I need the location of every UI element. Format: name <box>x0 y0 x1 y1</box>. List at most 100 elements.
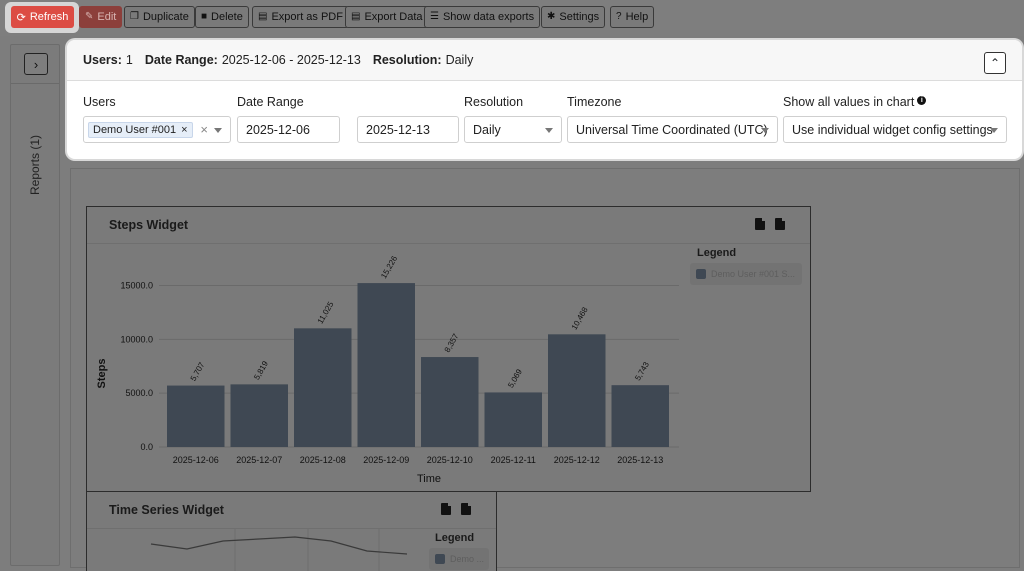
bar[interactable] <box>548 334 606 447</box>
users-select[interactable]: Demo User #001 × × <box>83 116 231 143</box>
file-download-icon: ▤ <box>258 11 268 22</box>
data-label: 15,226 <box>379 254 399 280</box>
range-summary-label: Date Range: <box>144 53 218 67</box>
show-all-value: Use individual widget config settings <box>792 122 993 137</box>
remove-chip-icon[interactable]: × <box>181 123 188 136</box>
data-label: 8,357 <box>443 332 461 354</box>
export-pdf-icon[interactable] <box>755 218 765 230</box>
filter-summary: Users: 1 Date Range: 2025-12-06 - 2025-12-… <box>67 40 1022 81</box>
resolution-select[interactable]: Daily <box>464 116 562 143</box>
user-chip: Demo User #001 × <box>88 121 193 138</box>
expand-sidebar-button[interactable]: › <box>24 53 48 75</box>
resolution-summary-label: Resolution: <box>372 53 442 67</box>
users-summary-value: 1 <box>125 53 133 67</box>
reports-count-label[interactable]: Reports (1) <box>28 134 42 196</box>
x-tick-label: 2025-12-10 <box>427 455 473 465</box>
refresh-icon: ⟳ <box>16 11 26 24</box>
export-data-button[interactable]: ▤ Export Data <box>345 6 429 28</box>
legend-item[interactable]: Demo ... <box>429 548 489 570</box>
time-series-widget: Time Series Widget Legend Demo ... <box>86 491 497 571</box>
x-tick-label: 2025-12-12 <box>554 455 600 465</box>
data-label: 10,468 <box>570 305 590 331</box>
legend-item-label: Demo ... <box>450 554 485 564</box>
legend-item[interactable]: Demo User #001 S... <box>690 263 802 285</box>
resolution-summary: Resolution: Daily <box>373 53 474 67</box>
data-label: 5,743 <box>633 360 651 382</box>
show-all-label-text: Show all values in chart <box>783 95 915 109</box>
list-icon: ☰ <box>430 11 439 22</box>
resolution-value: Daily <box>473 122 501 137</box>
clear-users-icon[interactable]: × <box>200 122 208 137</box>
settings-button[interactable]: ✱ Settings <box>541 6 606 28</box>
filter-panel: Users: 1 Date Range: 2025-12-06 - 2025-12-… <box>67 40 1022 159</box>
export-image-icon[interactable] <box>461 503 471 515</box>
bar[interactable] <box>611 385 670 447</box>
show-exports-label: Show data exports <box>442 11 535 23</box>
bar[interactable] <box>421 357 479 447</box>
widget-title: Steps Widget <box>109 218 189 232</box>
x-tick-label: 2025-12-11 <box>491 455 536 465</box>
delete-button[interactable]: ■ Delete <box>195 6 249 28</box>
chevron-down-icon <box>990 128 998 133</box>
export-pdf-button[interactable]: ▤ Export as PDF <box>252 6 349 28</box>
settings-label: Settings <box>559 11 600 23</box>
file-data-icon: ▤ <box>351 11 361 22</box>
x-tick-label: 2025-12-13 <box>617 455 663 465</box>
chevron-down-icon <box>214 128 222 133</box>
show-data-exports-button[interactable]: ☰ Show data exports <box>424 6 541 28</box>
x-tick-label: 2025-12-09 <box>363 455 409 465</box>
sidebar-divider <box>11 83 59 84</box>
data-label: 5,707 <box>189 360 207 382</box>
legend-item-label: Demo User #001 S... <box>711 269 796 279</box>
data-label: 5,819 <box>252 359 270 381</box>
widget-actions <box>441 503 471 515</box>
y-axis-title: Steps <box>96 359 108 389</box>
info-icon[interactable]: i <box>917 96 927 105</box>
timezone-select[interactable]: Universal Time Coordinated (UTC) <box>567 116 778 143</box>
widget-header-divider <box>87 528 496 529</box>
x-tick-label: 2025-12-07 <box>236 455 282 465</box>
show-all-label: Show all values in chart i <box>783 95 927 109</box>
user-chip-label: Demo User #001 <box>93 123 177 136</box>
chevron-down-icon <box>761 128 769 133</box>
export-pdf-label: Export as PDF <box>271 11 343 23</box>
edit-button[interactable]: ✎ Edit <box>79 6 123 28</box>
duplicate-button[interactable]: ❐ Duplicate <box>124 6 195 28</box>
reports-sidebar: › Reports (1) <box>10 44 60 566</box>
collapse-filter-button[interactable]: ⌃ <box>984 52 1006 74</box>
bar[interactable] <box>294 328 352 447</box>
timezone-label: Timezone <box>567 95 622 109</box>
export-image-icon[interactable] <box>775 218 785 230</box>
y-tick-label: 15000.0 <box>120 281 153 291</box>
legend-title: Legend <box>697 247 737 259</box>
legend-swatch <box>435 554 445 564</box>
x-tick-label: 2025-12-08 <box>300 455 346 465</box>
time-series-chart <box>150 529 408 571</box>
bar[interactable] <box>357 283 416 447</box>
resolution-summary-value: Daily <box>445 53 474 67</box>
refresh-button[interactable]: ⟳ Refresh <box>11 6 74 28</box>
series-line <box>150 536 408 555</box>
help-button[interactable]: ? Help <box>610 6 655 28</box>
toolbar: ⟳ Refresh ✎ Edit ❐ Duplicate ■ Delete ▤ … <box>0 0 1024 36</box>
chevron-up-icon: ⌃ <box>989 56 1001 70</box>
x-tick-label: 2025-12-06 <box>173 455 219 465</box>
help-label: Help <box>625 11 649 23</box>
show-all-select[interactable]: Use individual widget config settings <box>783 116 1007 143</box>
legend-title: Legend <box>435 532 475 544</box>
date-from-input[interactable]: 2025-12-06 <box>237 116 340 143</box>
trash-icon: ■ <box>201 11 208 22</box>
question-icon: ? <box>616 11 622 22</box>
edit-label: Edit <box>97 11 117 23</box>
data-label: 5,069 <box>506 367 524 389</box>
y-tick-label: 0.0 <box>140 442 153 452</box>
duplicate-label: Duplicate <box>142 11 189 23</box>
date-to-input[interactable]: 2025-12-13 <box>357 116 459 143</box>
export-pdf-icon[interactable] <box>441 503 451 515</box>
bar[interactable] <box>484 392 543 447</box>
legend-swatch <box>696 269 706 279</box>
bar[interactable] <box>167 385 225 447</box>
widget-header-divider <box>87 243 810 244</box>
copy-icon: ❐ <box>130 11 139 22</box>
bar[interactable] <box>230 384 289 447</box>
